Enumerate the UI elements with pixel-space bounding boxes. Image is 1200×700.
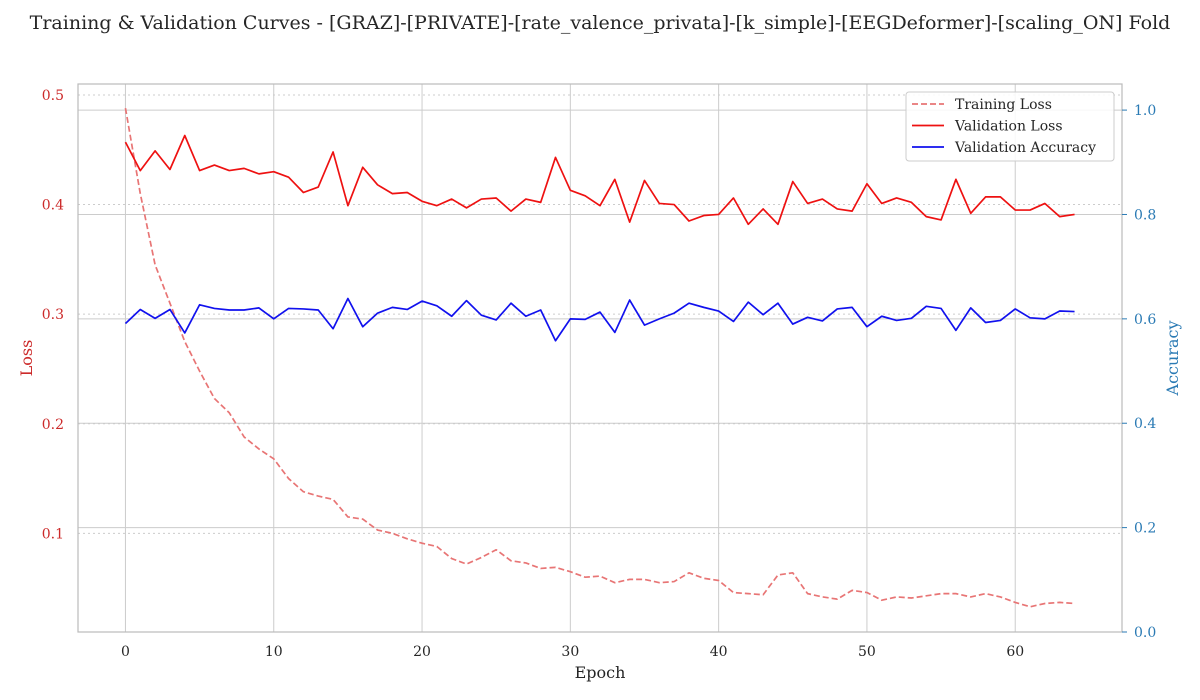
y-left-tick-label: 0.4: [42, 198, 64, 214]
x-tick-label: 30: [561, 644, 579, 660]
x-tick-label: 50: [858, 644, 876, 660]
y-right-tick-label: 1.0: [1134, 103, 1156, 119]
grid: [78, 84, 1122, 633]
y-right-tick-label: 0.8: [1134, 207, 1156, 223]
chart-title: Training & Validation Curves - [GRAZ]-[P…: [30, 12, 1171, 34]
y-right-tick-label: 0.6: [1134, 312, 1156, 328]
legend: Training Loss Validation Loss Validation A…: [905, 91, 1115, 162]
x-axis-label: Epoch: [575, 663, 626, 682]
y-left-tick-label: 0.5: [42, 88, 64, 104]
y-left-tick-label: 0.1: [42, 526, 64, 542]
x-tick-label: 0: [121, 644, 130, 660]
y-left-tick-label: 0.2: [42, 417, 64, 433]
legend-entry-training-loss: Training Loss: [955, 97, 1052, 113]
series-lines: [124, 107, 1075, 608]
x-tick-label: 20: [413, 644, 431, 660]
x-tick-label: 60: [1006, 644, 1024, 660]
training-loss-line: [124, 107, 1075, 608]
plot-frame: [77, 83, 1123, 633]
x-tick-label: 40: [710, 644, 728, 660]
validation-accuracy-line: [124, 297, 1075, 342]
legend-box: [905, 91, 1115, 162]
x-tick-label: 10: [265, 644, 283, 660]
legend-entry-validation-loss: Validation Loss: [954, 119, 1063, 135]
y-axis-left-label: Loss: [17, 340, 36, 377]
y-right-tick-label: 0.0: [1134, 625, 1156, 641]
y-right-tick-label: 0.2: [1134, 521, 1156, 537]
y-axis-right-label: Accuracy: [1163, 321, 1182, 397]
legend-entry-validation-accuracy: Validation Accuracy: [954, 140, 1096, 156]
y-left-tick-label: 0.3: [42, 307, 64, 323]
y-right-tick-label: 0.4: [1134, 416, 1156, 432]
validation-loss-line: [124, 134, 1075, 226]
axis-ticks: 0 10 20 30 40 50 60 0.1 0.2 0.3 0.4 0.5 0.0 0.2 0.4 0.6…: [42, 88, 1157, 660]
